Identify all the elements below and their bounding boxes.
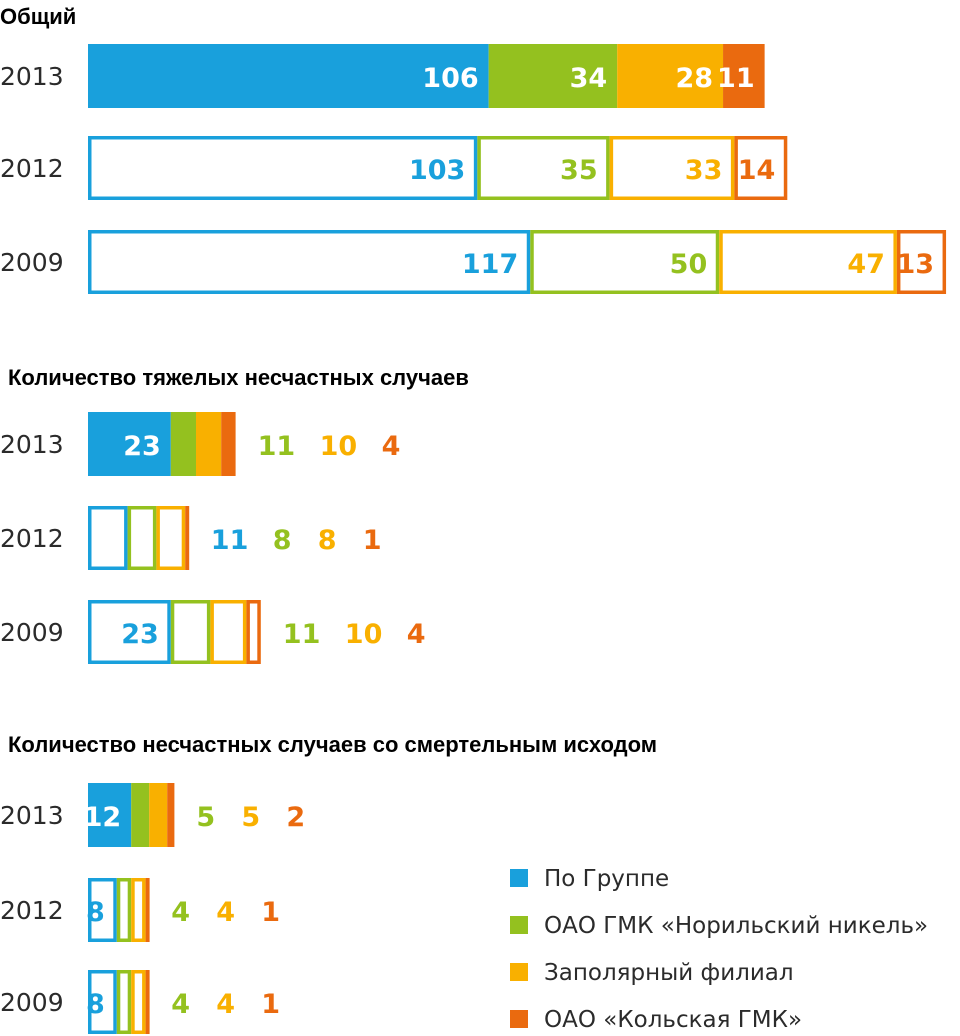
bar-segment — [170, 600, 211, 664]
bar-segment — [88, 506, 128, 570]
bar-segment — [88, 970, 117, 1034]
year-label: 2013 — [0, 430, 64, 459]
data-label: 5 — [241, 802, 260, 833]
bar-segment — [149, 783, 168, 847]
bar-segment — [88, 783, 132, 847]
data-label: 2 — [286, 802, 305, 833]
data-label: 10 — [345, 619, 383, 650]
bar-segment — [896, 230, 947, 294]
data-label: 13 — [896, 249, 934, 280]
year-label: 2013 — [0, 801, 64, 830]
data-label: 4 — [382, 431, 401, 462]
bar-segment — [131, 970, 146, 1034]
data-label: 8 — [318, 525, 337, 556]
data-label: 10 — [320, 431, 358, 462]
year-label: 2013 — [0, 62, 64, 91]
bar-segment — [145, 970, 150, 1034]
data-label: 14 — [738, 155, 776, 186]
data-label: 4 — [216, 989, 235, 1020]
data-label: 103 — [409, 155, 465, 186]
bar-segment — [530, 230, 720, 294]
data-label: 4 — [171, 989, 190, 1020]
bar-segment — [88, 412, 171, 476]
bar-segment — [167, 783, 175, 847]
data-label: 11 — [211, 525, 249, 556]
year-label: 2012 — [0, 524, 64, 553]
bar-segment — [221, 412, 236, 476]
bar-segment — [170, 412, 196, 476]
data-label: 23 — [121, 619, 159, 650]
bar-segment — [156, 506, 186, 570]
bar-segment — [116, 878, 132, 942]
data-label: 11 — [283, 619, 321, 650]
legend-swatch — [510, 963, 528, 981]
data-label: 1 — [261, 897, 280, 928]
bar-segment — [88, 136, 478, 200]
data-label: 5 — [196, 802, 215, 833]
chart-title: Общий — [0, 4, 76, 29]
data-label: 1 — [363, 525, 382, 556]
legend-label: ОАО ГМК «Норильский никель» — [544, 913, 928, 939]
data-label: 8 — [86, 989, 105, 1020]
bar-segment — [477, 136, 610, 200]
bar-segment — [734, 136, 788, 200]
bar-segment — [88, 44, 489, 108]
year-label: 2012 — [0, 154, 64, 183]
bar-segment — [617, 44, 724, 108]
chart-title: Количество несчастных случаев со смертел… — [8, 732, 657, 757]
legend-swatch — [510, 1010, 528, 1028]
year-label: 2012 — [0, 896, 64, 925]
data-label: 28 — [675, 63, 713, 94]
legend-swatch — [510, 916, 528, 934]
bar-segment — [127, 506, 157, 570]
legend-label: Заполярный филиал — [544, 960, 794, 986]
data-label: 4 — [407, 619, 426, 650]
data-label: 4 — [171, 897, 190, 928]
bar-segment — [609, 136, 735, 200]
data-label: 106 — [422, 63, 478, 94]
data-label: 34 — [570, 63, 608, 94]
bar-segment — [719, 230, 897, 294]
data-label: 8 — [86, 897, 105, 928]
bar-segment — [88, 230, 531, 294]
bar-segment — [210, 600, 247, 664]
bar-segment — [185, 506, 190, 570]
year-label: 2009 — [0, 988, 64, 1017]
chart-title: Количество тяжелых несчастных случаев — [8, 365, 469, 390]
data-label: 35 — [560, 155, 598, 186]
bar-segment — [488, 44, 618, 108]
data-label: 1 — [261, 989, 280, 1020]
bar-segment — [196, 412, 222, 476]
year-label: 2009 — [0, 248, 64, 277]
data-label: 33 — [685, 155, 723, 186]
bar-segment — [145, 878, 150, 942]
data-label: 4 — [216, 897, 235, 928]
legend-swatch — [510, 869, 528, 887]
data-label: 50 — [670, 249, 708, 280]
data-label: 117 — [462, 249, 518, 280]
bar-segment — [116, 970, 132, 1034]
data-label: 11 — [717, 63, 755, 94]
bar-segment — [88, 878, 117, 942]
data-label: 8 — [273, 525, 292, 556]
data-label: 12 — [84, 802, 122, 833]
year-label: 2009 — [0, 618, 64, 647]
legend-label: ОАО «Кольская ГМК» — [544, 1007, 802, 1033]
bar-segment — [131, 878, 146, 942]
legend-label: По Группе — [544, 866, 669, 892]
bar-segment — [723, 44, 765, 108]
data-label: 47 — [847, 249, 885, 280]
bar-segment — [88, 600, 171, 664]
data-label: 23 — [123, 431, 161, 462]
bar-segment — [131, 783, 150, 847]
bar-segment — [246, 600, 261, 664]
data-label: 11 — [258, 431, 296, 462]
